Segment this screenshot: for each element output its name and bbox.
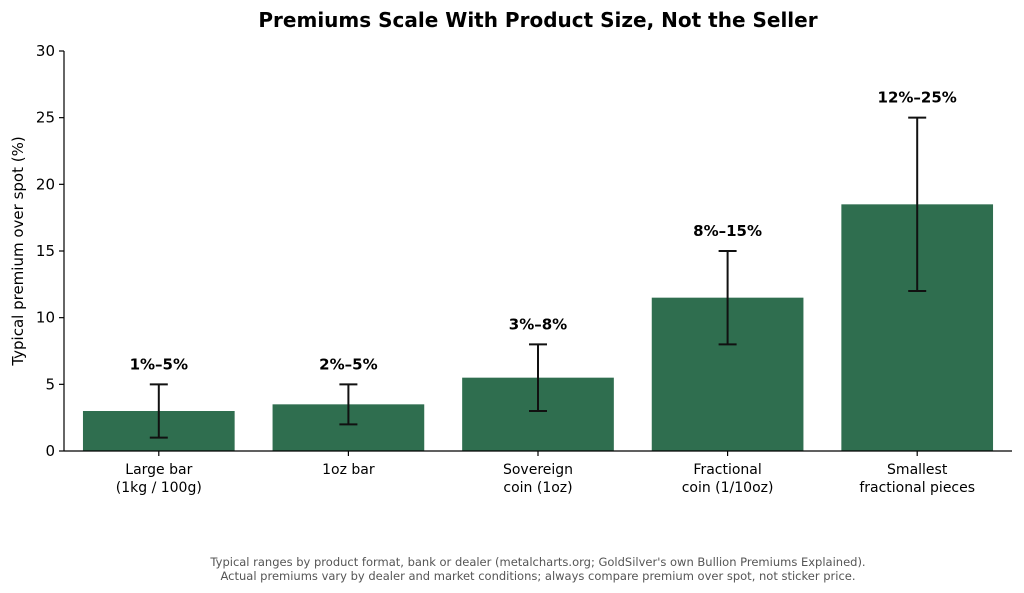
- data-label: 12%–25%: [878, 89, 957, 107]
- x-tick-label: (1kg / 100g): [116, 480, 202, 496]
- y-axis-label: Typical premium over spot (%): [9, 136, 27, 366]
- x-tick-label: fractional pieces: [859, 480, 975, 496]
- y-tick-label: 20: [36, 175, 55, 193]
- y-tick-label: 5: [45, 375, 55, 393]
- x-tick-label: Fractional: [693, 462, 761, 478]
- y-tick-label: 25: [36, 109, 55, 127]
- x-tick-label: Sovereign: [503, 462, 573, 478]
- footnote-line-2: Actual premiums vary by dealer and marke…: [221, 569, 856, 583]
- data-label: 1%–5%: [130, 355, 188, 373]
- y-tick-label: 10: [36, 309, 55, 327]
- data-label: 3%–8%: [509, 315, 567, 333]
- chart-title: Premiums Scale With Product Size, Not th…: [258, 8, 817, 32]
- x-tick-label: 1oz bar: [322, 462, 375, 478]
- x-tick-label: Large bar: [125, 462, 192, 478]
- data-label: 8%–15%: [693, 222, 762, 240]
- x-tick-label: Smallest: [887, 462, 948, 478]
- y-tick-label: 15: [36, 242, 55, 260]
- data-label: 2%–5%: [319, 355, 377, 373]
- footnote-line-1: Typical ranges by product format, bank o…: [209, 555, 865, 569]
- y-tick-label: 30: [36, 42, 55, 60]
- plot-area: 1%–5% 2%–5% 3%–8% 8%–15% 12%–25% 0 5 10 15 20 25 30…: [36, 42, 1012, 496]
- x-tick-label: coin (1/10oz): [682, 480, 774, 496]
- y-tick-label: 0: [45, 442, 55, 460]
- x-tick-label: coin (1oz): [503, 480, 572, 496]
